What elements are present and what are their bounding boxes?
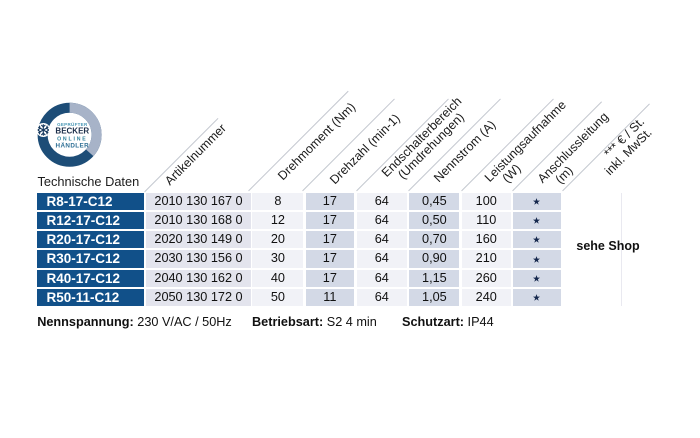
svg-text:ONLINE: ONLINE [57,137,87,143]
svg-text:BECKER: BECKER [55,127,89,136]
svg-text:GEPRÜFTER: GEPRÜFTER [57,121,88,127]
svg-text:HÄNDLER: HÄNDLER [56,141,90,149]
